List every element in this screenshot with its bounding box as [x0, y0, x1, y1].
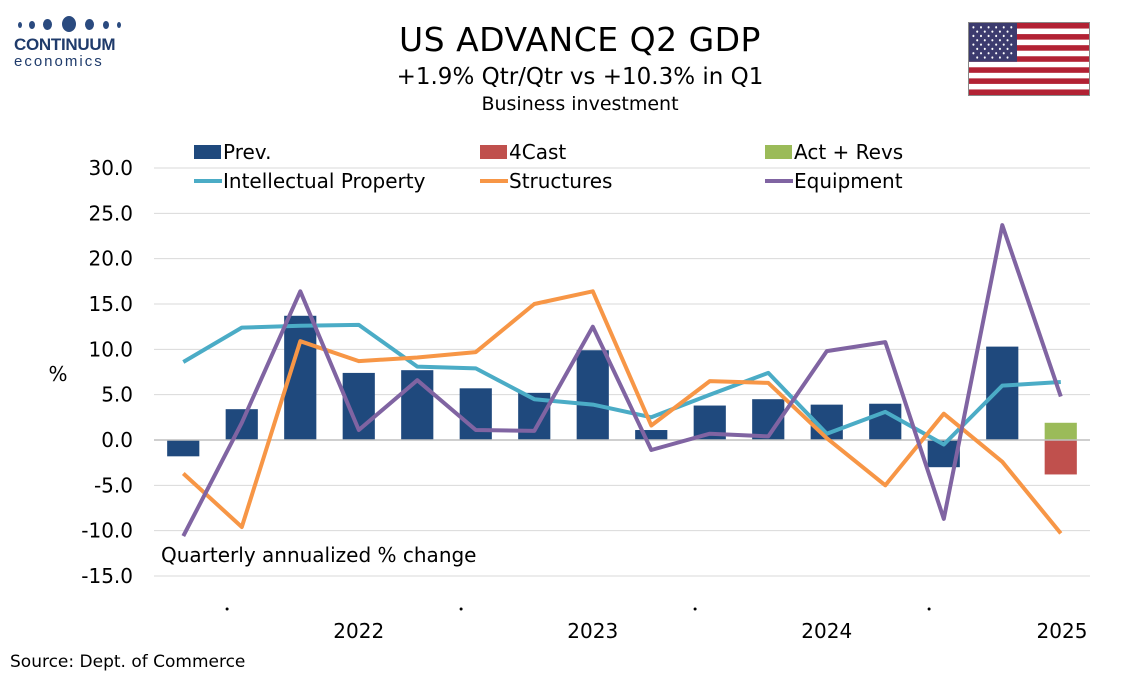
y-axis-label: %: [48, 362, 67, 386]
legend-label-equipment: Equipment: [794, 169, 903, 193]
x-year-label: 2023: [567, 619, 618, 643]
logo-dots-icon: [14, 14, 134, 36]
line-equipment: [181, 223, 1063, 538]
legend: Prev. 4Cast Act + Revs Intellectual Propert…: [194, 140, 903, 193]
bar-prev-: [576, 350, 609, 440]
chart-annotation: Quarterly annualized % change: [161, 543, 477, 567]
axes: 30.0 25.0 20.0 15.0 10.0 5.0 0.0 -5.0 -10.0 -15.0…: [81, 156, 1087, 643]
bar-prev-: [459, 388, 492, 440]
bar-prev-: [167, 440, 200, 457]
y-tick-label: 10.0: [88, 337, 133, 361]
y-tick-label: -15.0: [81, 564, 133, 588]
legend-swatch-act-revs: [765, 145, 792, 159]
legend-label-intellectual-property: Intellectual Property: [223, 169, 426, 193]
line-structures: [181, 289, 1063, 535]
y-tick-label: -10.0: [81, 519, 133, 543]
y-tick-label: 30.0: [88, 156, 133, 180]
bar-4cast: [1044, 440, 1077, 475]
y-tick-label: 20.0: [88, 247, 133, 271]
x-year-label: 2024: [801, 619, 852, 643]
x-year-label: 2025: [1037, 619, 1088, 643]
y-tick-label: 5.0: [101, 383, 133, 407]
logo-subtitle: economics: [14, 53, 104, 70]
chart-subtitle-2: Business investment: [481, 93, 679, 115]
legend-label-prev-: Prev.: [223, 140, 271, 164]
legend-label-4cast: 4Cast: [509, 140, 566, 164]
bar-prev-: [635, 430, 668, 440]
legend-label-structures: Structures: [509, 169, 612, 193]
x-year-label: 2022: [333, 619, 384, 643]
logo-name: CONTINUUM: [14, 35, 116, 54]
bar-act-revs: [1044, 422, 1077, 440]
x-axis-separator: [225, 607, 229, 611]
legend-label-act-revs: Act + Revs: [794, 140, 903, 164]
bar-prev-: [986, 346, 1019, 440]
legend-swatch-prev-: [194, 145, 221, 159]
continuum-economics-logo: CONTINUUM economics: [14, 14, 134, 70]
us-flag-icon: [968, 22, 1090, 96]
series-lines: [181, 223, 1063, 538]
x-axis-separator: [927, 607, 931, 611]
y-tick-label: -5.0: [94, 473, 133, 497]
y-tick-label: 25.0: [88, 201, 133, 225]
y-tick-label: 0.0: [101, 428, 133, 452]
legend-swatch-4cast: [480, 145, 507, 159]
source-note: Source: Dept. of Commerce: [10, 652, 246, 672]
chart-title: US ADVANCE Q2 GDP: [399, 20, 761, 59]
chart-subtitle: +1.9% Qtr/Qtr vs +10.3% in Q1: [396, 64, 764, 90]
bar-prev-: [869, 403, 902, 440]
y-tick-label: 15.0: [88, 292, 133, 316]
x-axis-separator: [459, 607, 463, 611]
x-axis-separator: [693, 607, 697, 611]
